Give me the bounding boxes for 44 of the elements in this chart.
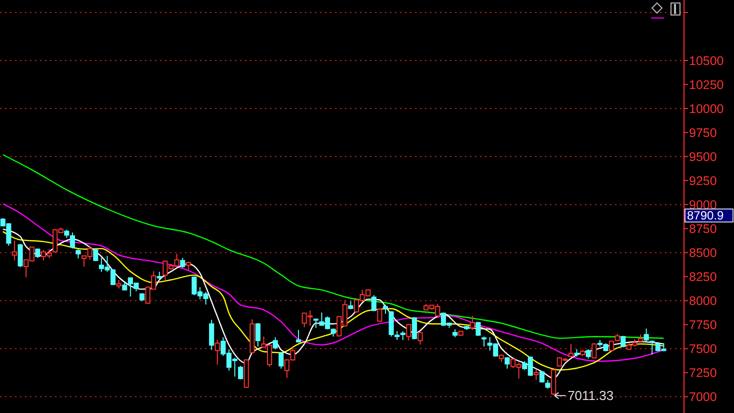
y-tick-label: 7750 bbox=[689, 318, 717, 332]
y-tick-label: 8500 bbox=[689, 246, 717, 260]
candlestick bbox=[586, 348, 591, 360]
candlestick bbox=[470, 315, 475, 330]
candlestick bbox=[180, 257, 186, 268]
y-tick-label: 9500 bbox=[689, 150, 717, 164]
line-series bbox=[2, 154, 664, 339]
candlestick bbox=[296, 329, 302, 344]
candlestick bbox=[568, 343, 574, 358]
y-tick-label: 7000 bbox=[689, 390, 717, 404]
candlestick bbox=[209, 319, 214, 350]
candlestick bbox=[377, 308, 382, 322]
y-tick-label: 10000 bbox=[689, 102, 724, 116]
candlestick bbox=[650, 340, 655, 356]
candlestick bbox=[12, 240, 18, 261]
candlestick bbox=[412, 316, 417, 340]
candlestick bbox=[238, 365, 244, 380]
candlestick bbox=[382, 304, 388, 314]
candlestick bbox=[70, 232, 75, 249]
candlestick bbox=[418, 330, 423, 346]
candlestick bbox=[272, 336, 278, 350]
y-tick-label: 10250 bbox=[689, 78, 724, 92]
candlestick bbox=[214, 339, 220, 366]
y-tick-label: 8000 bbox=[689, 294, 717, 308]
annotation: 7011.33 bbox=[568, 388, 614, 404]
y-tick-label: 7250 bbox=[689, 366, 717, 380]
candlestick bbox=[644, 328, 649, 342]
candlestick bbox=[18, 243, 23, 268]
candlestick bbox=[255, 322, 260, 348]
candlestick bbox=[476, 321, 481, 336]
candlestick bbox=[504, 356, 510, 370]
y-tick-label: 8250 bbox=[689, 270, 717, 284]
y-tick-label: 7500 bbox=[689, 342, 717, 356]
candlestick bbox=[371, 294, 376, 312]
candlestick bbox=[534, 368, 539, 380]
y-tick-label: 8750 bbox=[689, 222, 717, 236]
candlestick bbox=[76, 248, 81, 259]
candlestick bbox=[278, 352, 284, 370]
y-tick-label: 9750 bbox=[689, 126, 717, 140]
candlestick bbox=[406, 323, 412, 342]
y-tick-label: 9250 bbox=[689, 174, 717, 188]
candlestick bbox=[481, 336, 487, 348]
candlestick bbox=[93, 248, 98, 262]
y-tick-label: 10500 bbox=[689, 54, 724, 68]
